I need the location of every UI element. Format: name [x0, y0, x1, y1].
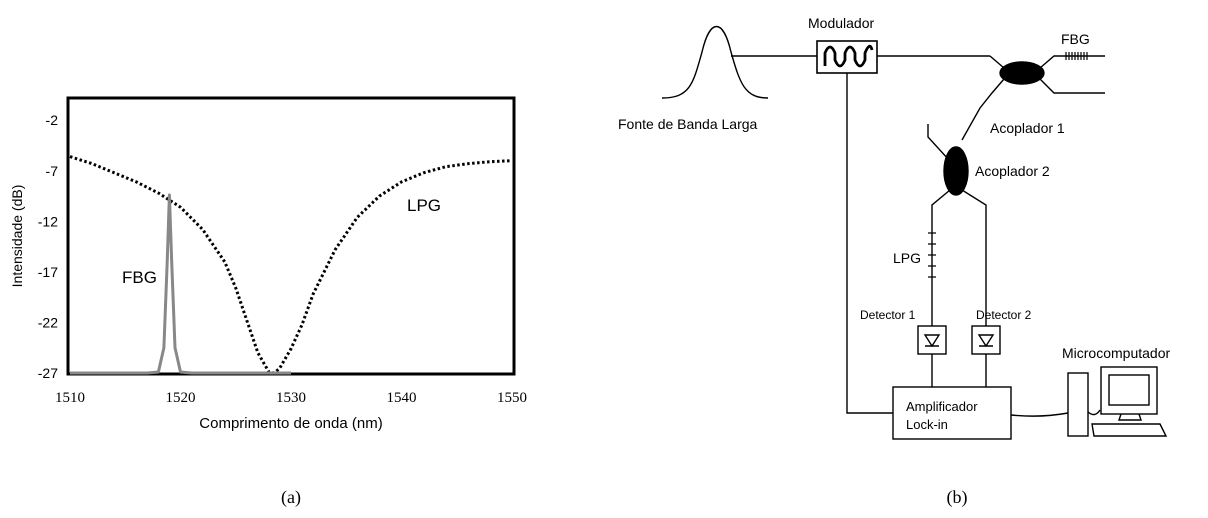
panel-b-label: (b): [947, 487, 968, 508]
wire-modulator-reference: [846, 73, 893, 414]
detector2-label: Detector 2: [976, 308, 1032, 322]
plot-frame: [66, 96, 516, 376]
fiber-coupler2-free-end: [927, 124, 950, 161]
lpg-curve-label: LPG: [407, 196, 441, 215]
coupler-1: [999, 61, 1045, 85]
computer-tower-icon: [1067, 372, 1089, 437]
x-tick-label: 1540: [387, 390, 417, 406]
fbg-label: FBG: [1061, 31, 1090, 47]
y-tick-label: -17: [38, 264, 58, 280]
x-tick-labels: 1510 1520 1530 1540 1550: [55, 390, 527, 406]
lpg-grating-icon: [928, 232, 936, 278]
computer-stand-icon: [1118, 413, 1142, 421]
computer-keyboard-icon: [1091, 423, 1168, 437]
y-tick-label: -22: [38, 314, 58, 330]
coupler1-label: Acoplador 1: [990, 120, 1065, 136]
fiber-coupler1-end: [1039, 78, 1105, 94]
y-tick-label: -27: [38, 365, 58, 381]
coupler2-label: Acoplador 2: [975, 163, 1050, 179]
x-tick-label: 1530: [276, 390, 306, 406]
y-tick-label: -12: [38, 213, 58, 229]
fiber-coupler1-fbg: [1039, 55, 1105, 69]
setup-diagram: Fonte de Banda Larga Modulador FBG Acopl…: [618, 15, 1170, 508]
computer-cable-icon: [1087, 409, 1101, 416]
detector-1-box: [917, 325, 947, 355]
x-tick-label: 1550: [497, 390, 527, 406]
y-axis-label: Intensidade (dB): [9, 185, 25, 288]
computer-label: Microcomputador: [1062, 345, 1170, 361]
source-spectrum-icon: [661, 25, 769, 99]
fbg-grating-icon: [1065, 52, 1088, 60]
series-lpg-line: [69, 155, 513, 375]
coupler-2: [943, 146, 969, 196]
series-layer: [69, 155, 513, 375]
y-tick-labels: -2 -7 -12 -17 -22 -27: [38, 112, 58, 381]
y-tick-label: -2: [46, 112, 59, 128]
modulator-wave-icon: [823, 44, 874, 68]
x-tick-label: 1510: [55, 390, 85, 406]
wire-amp-computer: [1010, 412, 1069, 417]
detector-2-diode-icon: [977, 334, 995, 348]
fiber-coupler2-branch-left: [931, 189, 951, 326]
chart-panel: -2 -7 -12 -17 -22 -27 1510 1520 1530 1540 1550 In…: [9, 96, 527, 508]
x-axis-label: Comprimento de onda (nm): [199, 415, 382, 432]
fbg-curve-label: FBG: [122, 268, 157, 287]
lockin-amplifier-box: [892, 386, 1012, 440]
panel-a-label: (a): [281, 487, 301, 508]
x-tick-label: 1520: [166, 390, 196, 406]
fiber-coupler1-coupler2: [961, 78, 1005, 141]
y-tick-label: -7: [46, 163, 59, 179]
detector-2-box: [971, 325, 1001, 355]
amplifier-label-line1: Amplificador: [906, 399, 978, 414]
series-fbg-line: [70, 193, 291, 375]
computer-screen-icon: [1108, 374, 1150, 406]
lpg-label: LPG: [893, 250, 921, 266]
fiber-coupler2-branch-right: [961, 189, 987, 326]
modulator-label: Modulador: [808, 15, 874, 31]
computer-monitor-icon: [1100, 366, 1158, 415]
detector-1-diode-icon: [923, 334, 941, 348]
source-label: Fonte de Banda Larga: [618, 116, 758, 132]
detector1-label: Detector 1: [860, 308, 916, 322]
amplifier-label-line2: Lock-in: [906, 417, 948, 432]
fiber-into-coupler1: [989, 55, 1005, 69]
